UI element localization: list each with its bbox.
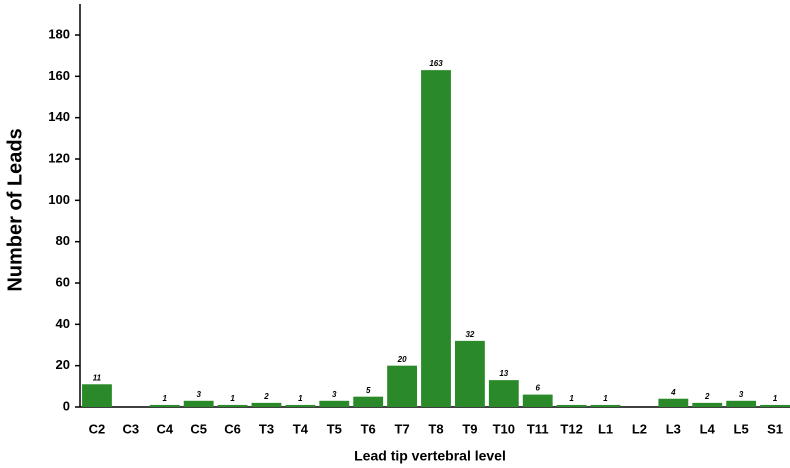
bar	[590, 404, 621, 407]
data-label: 1	[230, 394, 235, 403]
y-tick-label: 140	[48, 109, 70, 124]
data-label: 2	[704, 392, 710, 401]
x-tick-label: C3	[123, 421, 140, 436]
bar	[319, 400, 350, 407]
bar	[454, 340, 485, 407]
x-tick-label: L2	[632, 421, 647, 436]
x-tick-label: T12	[560, 421, 582, 436]
y-tick-label: 180	[48, 26, 70, 41]
x-tick-label: T11	[527, 421, 549, 436]
data-label: 1	[603, 394, 608, 403]
data-label: 1	[163, 394, 168, 403]
bar	[82, 384, 112, 407]
x-tick-label: L5	[734, 421, 749, 436]
bar	[149, 404, 180, 407]
x-tick-label: T3	[259, 421, 274, 436]
x-tick-label: L3	[666, 421, 681, 436]
x-tick-label: L1	[598, 421, 613, 436]
x-axis-label: Lead tip vertebral level	[354, 448, 506, 464]
data-label: 11	[93, 373, 102, 382]
bar	[353, 396, 384, 407]
data-label: 6	[535, 384, 540, 393]
bar	[183, 400, 214, 407]
y-tick-label: 120	[48, 150, 70, 165]
x-tick-label: T8	[428, 421, 443, 436]
data-label: 13	[499, 369, 508, 378]
data-label: 3	[739, 390, 744, 399]
y-tick-label: 160	[48, 68, 70, 83]
x-tick-label: C5	[190, 421, 207, 436]
data-label: 1	[569, 394, 574, 403]
bar	[726, 400, 757, 407]
x-tick-label: C2	[89, 421, 106, 436]
x-tick-label: C4	[156, 421, 173, 436]
y-tick-label: 0	[63, 398, 70, 413]
y-tick-label: 40	[56, 316, 70, 331]
x-tick-label: T10	[493, 421, 515, 436]
data-label: 20	[397, 355, 407, 364]
bar	[251, 402, 282, 407]
y-axis-label: Number of Leads	[4, 128, 26, 291]
y-tick-label: 20	[56, 357, 70, 372]
data-label: 5	[366, 386, 371, 395]
bar	[658, 398, 689, 407]
x-tick-label: T4	[293, 421, 309, 436]
bar	[692, 402, 723, 407]
y-tick-label: 80	[56, 233, 70, 248]
data-label: 1	[773, 394, 778, 403]
y-tick-label: 100	[48, 192, 70, 207]
data-label: 4	[670, 388, 676, 397]
data-label: 3	[332, 390, 337, 399]
data-label: 3	[196, 390, 201, 399]
bar	[522, 394, 553, 407]
x-tick-label: S1	[767, 421, 783, 436]
x-tick-label: T5	[327, 421, 342, 436]
data-label: 1	[298, 394, 303, 403]
x-tick-label: T9	[462, 421, 477, 436]
data-label: 163	[429, 59, 443, 68]
bar	[488, 380, 519, 407]
data-label: 2	[263, 392, 269, 401]
y-tick-label: 60	[56, 274, 70, 289]
bar	[285, 404, 316, 407]
x-tick-label: T7	[395, 421, 410, 436]
x-tick-label: L4	[700, 421, 716, 436]
x-tick-label: C6	[224, 421, 241, 436]
bar	[387, 365, 418, 407]
bar	[217, 404, 248, 407]
bar	[556, 404, 587, 407]
bar	[421, 70, 451, 407]
bar	[760, 404, 790, 407]
data-label: 32	[465, 330, 474, 339]
x-tick-label: T6	[361, 421, 376, 436]
